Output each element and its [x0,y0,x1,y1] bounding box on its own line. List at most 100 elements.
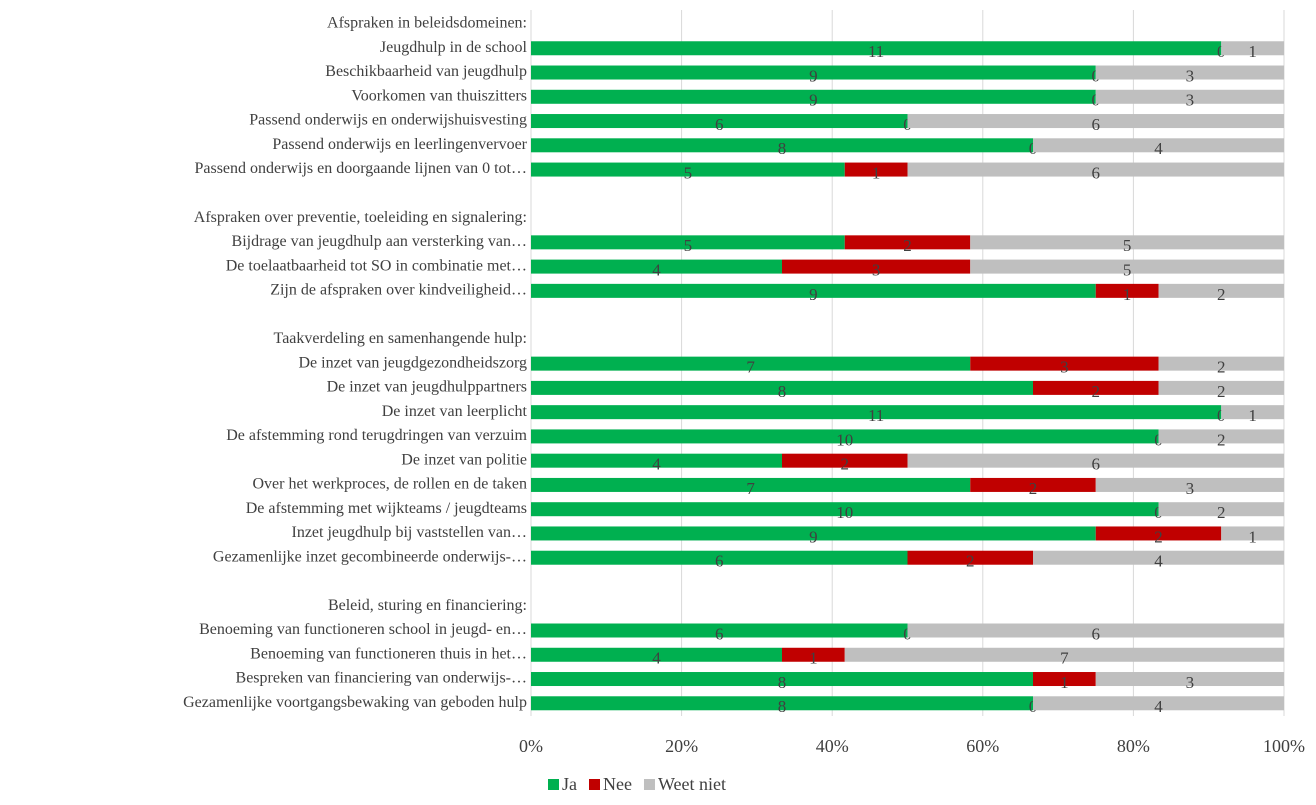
bar-segment [970,477,1096,492]
bar-segment [1158,356,1284,371]
bar-segment [1095,526,1222,541]
data-label: 3 [1186,91,1195,110]
data-label: 3 [872,261,881,280]
category-label: De afstemming rond terugdringen van verz… [226,427,527,444]
category-label: Bespreken van financiering van onderwijs… [236,670,527,687]
bar-segment [782,647,845,662]
bar-segment [531,623,908,638]
bar-segment [844,235,971,250]
bar-segment [844,162,908,177]
category-label: De inzet van leerplicht [382,403,528,420]
bar-segment [1033,380,1159,395]
bar-segment [531,672,1033,687]
category-label: De inzet van jeugdhulppartners [327,379,527,396]
bar-segment [970,235,1284,250]
data-label: 1 [872,163,881,182]
legend-swatch [643,779,655,790]
category-label: Afspraken over preventie, toeleiding en … [194,209,527,226]
bar-segment [1095,672,1284,687]
data-label: 6 [715,552,724,571]
bar-segment [531,138,1033,153]
bar-segment [531,502,1159,517]
category-label: De afstemming met wijkteams / jeugdteams [246,500,527,517]
data-label: 9 [809,527,818,546]
bar-segment [531,526,1096,541]
category-label: Bijdrage van jeugdhulp aan versterking v… [232,233,527,250]
data-label: 4 [1154,552,1163,571]
data-label: 8 [778,673,787,692]
data-label: 2 [1217,503,1226,522]
legend-swatch [589,779,600,790]
data-label: 6 [715,624,724,643]
bar-segment [1158,283,1284,298]
data-label: 6 [1092,624,1101,643]
category-label: Inzet jeugdhulp bij vaststellen van… [292,524,528,541]
data-label: 11 [868,406,884,425]
bar-segment [1095,477,1284,492]
data-label: 4 [1154,697,1163,716]
legend-label: Ja [562,774,577,794]
category-label: Gezamenlijke inzet gecombineerde onderwi… [213,548,527,565]
category-label: Taakverdeling en samenhangende hulp: [274,330,527,347]
bar-segment [1033,696,1284,711]
bar-segment [531,89,1096,104]
bar-segment [1158,502,1284,517]
data-label: 2 [966,552,975,571]
data-label: 1 [1248,406,1257,425]
category-label: Zijn de afspraken over kindveiligheid… [270,282,527,299]
bar-segment [531,380,1033,395]
bar-segment [782,259,971,274]
data-label: 2 [1029,479,1038,498]
data-label: 1 [809,649,818,668]
category-label: De inzet van politie [401,451,527,468]
bar-segment [907,162,1284,177]
data-label: 9 [809,285,818,304]
bar-segment [531,235,845,250]
category-label: Passend onderwijs en onderwijshuisvestin… [249,112,527,129]
data-label: 1 [1248,527,1257,546]
bar-segment [782,453,908,468]
bar-segment [531,65,1096,80]
bar-segment [1221,405,1284,420]
bar-segment [1033,138,1284,153]
data-label: 8 [778,139,787,158]
data-label: 1 [1060,673,1069,692]
bar-segment [531,356,971,371]
category-label: Voorkomen van thuiszitters [351,87,527,104]
bar-segment [1033,550,1284,565]
data-label: 1 [1123,285,1132,304]
data-label: 2 [1217,358,1226,377]
category-label: De inzet van jeugdgezondheidszorg [298,354,527,371]
bar-segment [531,162,845,177]
bar-segment [531,41,1222,56]
legend-swatch [548,779,559,790]
x-tick-label: 0% [519,736,543,756]
bar-segment [531,429,1159,444]
data-label: 3 [1186,66,1195,85]
category-label: Jeugdhulp in de school [380,39,528,56]
bar-segment [531,283,1096,298]
data-label: 9 [809,66,818,85]
data-label: 7 [1060,649,1069,668]
category-label: Passend onderwijs en doorgaande lijnen v… [194,160,527,177]
bar-segment [970,259,1284,274]
category-label: Benoeming van functioneren thuis in het… [250,645,527,662]
data-label: 8 [778,382,787,401]
data-label: 7 [746,358,755,377]
data-label: 4 [652,261,661,280]
data-label: 6 [1092,115,1101,134]
bar-segment [531,696,1033,711]
bar-segment [844,647,1284,662]
data-label: 4 [1154,139,1163,158]
data-label: 10 [836,503,853,522]
data-label: 3 [1060,358,1069,377]
data-label: 2 [841,455,850,474]
data-label: 5 [684,236,693,255]
data-label: 3 [1186,479,1195,498]
data-label: 8 [778,697,787,716]
x-tick-label: 100% [1263,736,1305,756]
data-label: 2 [1217,382,1226,401]
data-label: 9 [809,91,818,110]
data-label: 3 [1186,673,1195,692]
